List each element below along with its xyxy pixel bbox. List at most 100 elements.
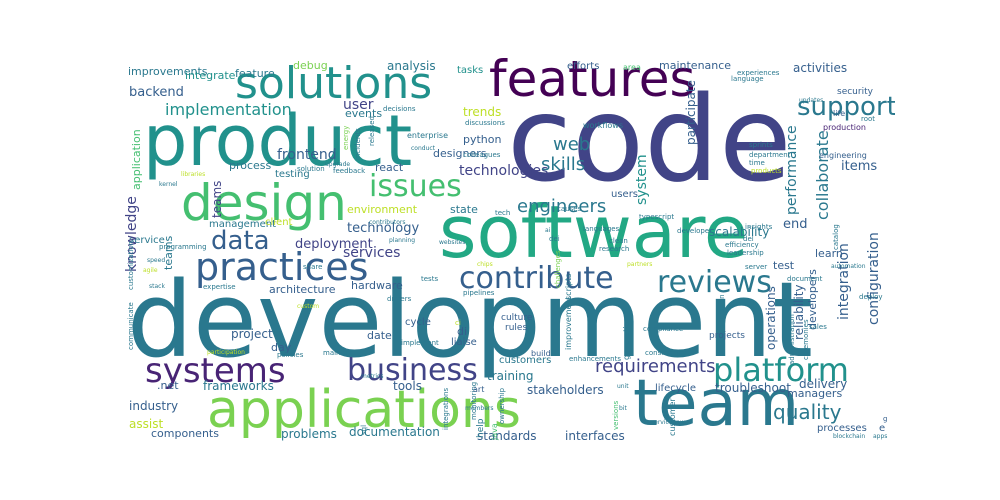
word-blockchain: blockchain (833, 433, 866, 440)
word-sales: sales (809, 323, 827, 331)
word-backend: backend (129, 85, 184, 100)
word-service: service (129, 235, 165, 246)
word-clean: clean (609, 237, 628, 245)
word-events: events (345, 107, 383, 120)
word-energy: energy (342, 125, 350, 150)
word-process: process (229, 159, 272, 172)
word-culture: culture (501, 313, 533, 323)
word-unit: unit (617, 383, 629, 390)
word-upgrade: upgrade (325, 161, 351, 168)
word-test: test (773, 259, 795, 272)
word-integration: integration (836, 243, 852, 320)
word-integrate: integrate (185, 69, 236, 82)
word-speed: speed (147, 257, 166, 264)
word-workflows: workflows (583, 121, 624, 130)
word-applications: applications (207, 380, 521, 440)
word-chips: chips (477, 261, 493, 268)
word-conduct: conduct (411, 145, 436, 152)
word-deployment: deployment (295, 237, 373, 252)
word-time: time (749, 159, 765, 167)
word-e: e (879, 423, 886, 434)
word-enhancements: enhancements (569, 355, 622, 363)
word-document: document (787, 275, 823, 283)
word-improvement: improvement (564, 296, 573, 350)
word-standards: standards (477, 429, 537, 443)
word-server: server (745, 263, 768, 271)
word-scalability: scalability (709, 225, 770, 239)
word-issues: issues (369, 169, 462, 204)
word-platform: platform (713, 351, 849, 389)
word-colleagues: colleagues (463, 151, 501, 159)
word-client: client (265, 217, 293, 228)
word-configuration: configuration (866, 232, 882, 325)
word-tasks: tasks (457, 65, 484, 76)
word-rules: rules (505, 323, 528, 333)
word-feedback: feedback (333, 167, 366, 175)
word-customization: customization (127, 240, 135, 290)
word-cycle: cycle (405, 317, 431, 328)
word-bit: bit (619, 405, 627, 412)
word-updates: updates (799, 97, 824, 104)
word-user: user (343, 97, 374, 113)
word-causes: causes (557, 205, 582, 213)
word-python: python (463, 133, 502, 146)
word-drivers: drivers (387, 295, 412, 303)
word-requirements: requirements (595, 356, 716, 377)
word-end: end (783, 217, 808, 232)
word-area: area (623, 63, 641, 72)
word-skills: skills (541, 154, 586, 175)
word-processes: processes (817, 423, 867, 434)
word-frontend: frontend (277, 147, 337, 163)
word-product: product (143, 100, 413, 182)
word-root: root (861, 115, 876, 123)
word-partners: partners (627, 261, 653, 268)
word-react: react (375, 161, 404, 174)
word-di: di (457, 325, 468, 338)
word-communicate: communicate (127, 302, 135, 350)
word-websites: websites (439, 239, 466, 246)
word-collaborate: collaborate (813, 130, 832, 220)
word-experiences: experiences (737, 69, 780, 77)
word-integrations: integrations (442, 387, 450, 430)
word-projects: projects (709, 331, 745, 341)
word-g: g (883, 415, 888, 423)
word-solutions: solutions (235, 58, 433, 109)
word-practices: practices (195, 245, 369, 289)
word-software: software (439, 190, 749, 274)
word-leadership: leadership (727, 249, 764, 257)
word-efforts: efforts (567, 61, 600, 72)
word-debug: debug (293, 59, 328, 72)
word-technology: technology (347, 221, 420, 236)
word-customer: customer (668, 398, 677, 436)
word-items: items (841, 159, 878, 174)
word-developer: developer (677, 227, 713, 235)
word-administration: administration (788, 314, 796, 365)
word-production: production (823, 123, 866, 132)
word-languages: languages (583, 225, 620, 233)
word-operations: operations (764, 286, 778, 350)
word-maintain: maintain (323, 349, 354, 357)
word-participation: participation (207, 349, 245, 356)
word-metrics: metrics (361, 373, 384, 380)
word-art: art (473, 385, 485, 394)
word-security: security (837, 87, 873, 97)
word-users: users (611, 189, 639, 200)
word-pipelines: pipelines (463, 289, 495, 297)
word-frameworks: frameworks (203, 379, 274, 393)
word-expertise: expertise (203, 283, 236, 291)
word-activities: activities (793, 61, 848, 75)
word-department: department (749, 151, 791, 159)
word-efficiency: efficiency (725, 241, 759, 249)
word-agile: agile (143, 267, 158, 274)
word-project: project (231, 327, 273, 341)
word-interfaces: interfaces (565, 429, 625, 443)
word-released: released (368, 116, 376, 146)
word-customers: customers (499, 355, 552, 366)
word-compliance: compliance (643, 325, 684, 333)
word-day: day (271, 341, 292, 354)
word-problems: problems (281, 427, 337, 441)
word-code: code (507, 70, 792, 208)
word-teams-2: teams (210, 180, 224, 218)
word-business: business (347, 353, 478, 388)
word-kernel: kernel (159, 181, 178, 188)
